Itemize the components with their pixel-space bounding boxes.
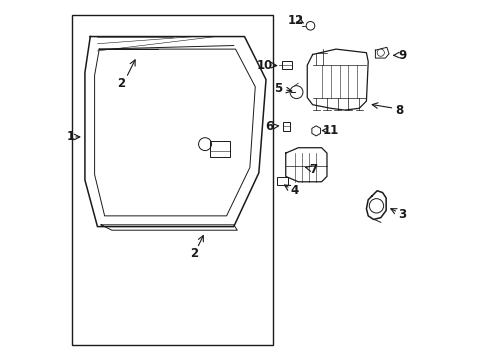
Bar — [276, 177, 287, 185]
Text: 2: 2 — [190, 247, 198, 260]
Circle shape — [198, 138, 211, 150]
Bar — [283, 122, 290, 131]
Text: 2: 2 — [117, 77, 124, 90]
Circle shape — [376, 49, 384, 56]
Text: 5: 5 — [274, 82, 282, 95]
Text: 3: 3 — [397, 208, 406, 221]
Circle shape — [289, 86, 303, 99]
Circle shape — [305, 22, 314, 30]
Text: 10: 10 — [257, 59, 273, 72]
Circle shape — [368, 199, 383, 213]
Text: 9: 9 — [397, 49, 406, 62]
Text: 4: 4 — [290, 184, 298, 197]
Bar — [210, 140, 230, 157]
Bar — [281, 61, 291, 69]
Polygon shape — [311, 126, 320, 136]
Text: 11: 11 — [322, 124, 338, 137]
Bar — [72, 15, 273, 345]
Text: 12: 12 — [287, 14, 303, 27]
Text: 1: 1 — [67, 130, 75, 144]
Text: 8: 8 — [394, 104, 403, 117]
Text: 6: 6 — [265, 120, 273, 133]
Text: 7: 7 — [308, 163, 317, 176]
